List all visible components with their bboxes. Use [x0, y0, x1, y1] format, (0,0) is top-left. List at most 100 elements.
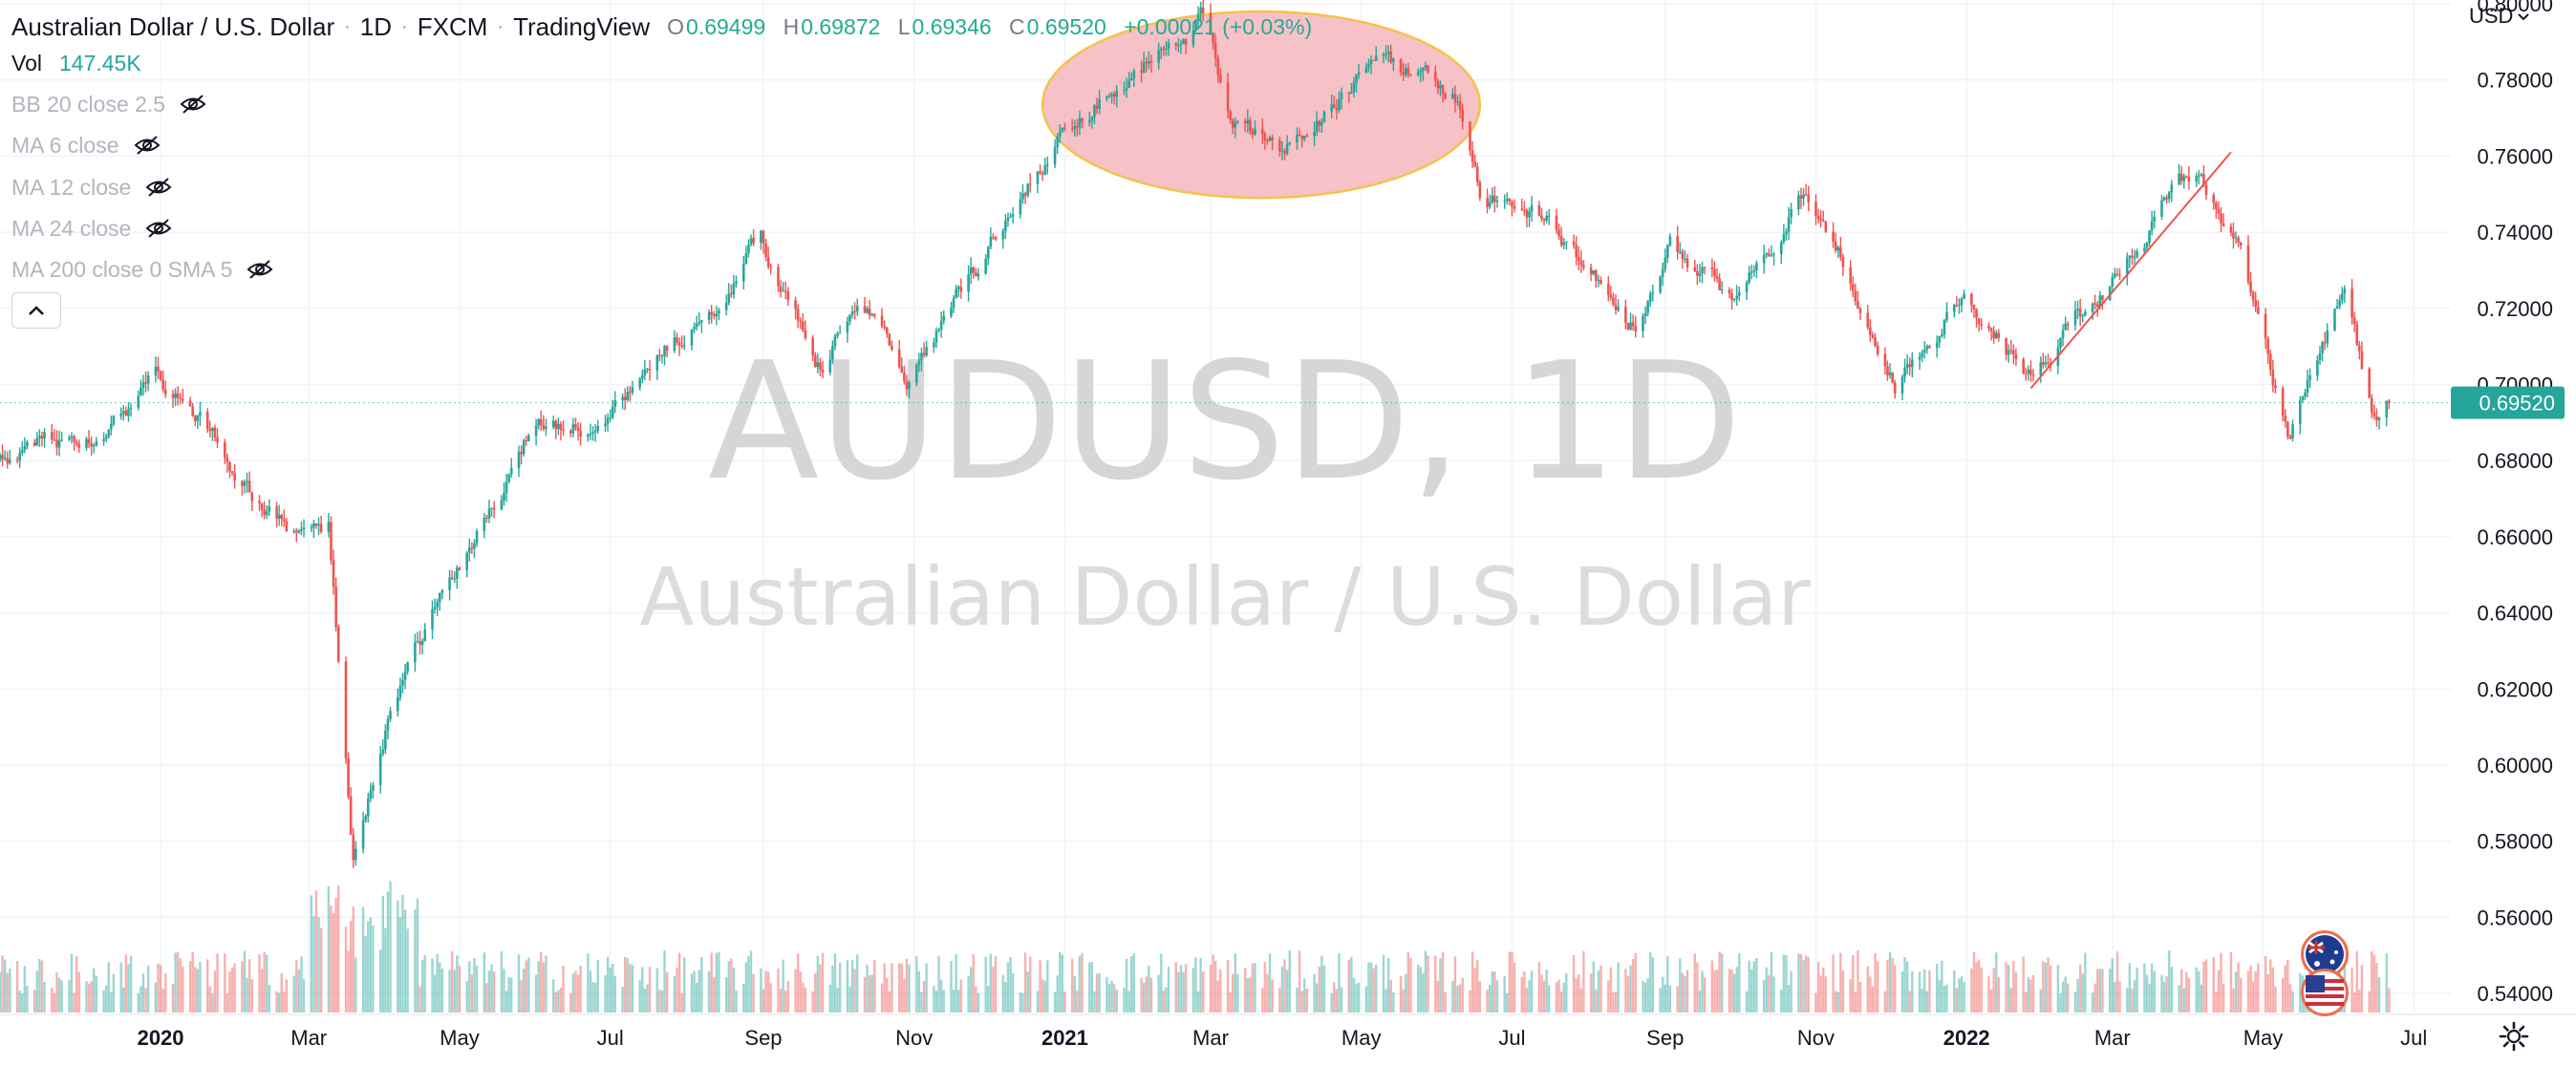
candle-body — [302, 527, 306, 530]
volume-bar — [1315, 983, 1319, 1013]
candle — [1036, 170, 1040, 194]
eye-crossed-icon[interactable] — [179, 94, 207, 115]
volume-bar — [507, 976, 510, 1013]
interval-label[interactable]: 1D — [359, 11, 393, 41]
candle — [762, 229, 765, 254]
indicator-ma24[interactable]: MA 24 close — [11, 213, 173, 244]
volume-bar — [1908, 991, 1911, 1013]
volume-bar — [2056, 965, 2060, 1013]
volume-bar — [1513, 962, 1516, 1013]
candle-body — [846, 321, 849, 333]
currency-selector[interactable]: USD — [2469, 4, 2530, 29]
volume-bar — [1955, 988, 1959, 1013]
candle-body — [813, 355, 817, 368]
volume-bar — [1127, 991, 1130, 1013]
candle — [292, 528, 295, 534]
candle — [631, 380, 634, 395]
volume-bar — [2358, 990, 2361, 1013]
candle — [2368, 367, 2371, 398]
volume-bar — [2061, 981, 2065, 1013]
volume-bar — [1149, 977, 1153, 1013]
candle — [60, 432, 63, 442]
candle — [1659, 275, 1662, 295]
candle-body — [1427, 65, 1429, 73]
volume-bar — [107, 962, 110, 1013]
volume-bar — [1063, 991, 1066, 1013]
candle-body — [2268, 353, 2272, 370]
candle-body — [1110, 94, 1113, 96]
candle-body — [188, 400, 192, 407]
candle-body — [50, 432, 54, 439]
candle-body — [2039, 362, 2043, 376]
candle-body — [416, 641, 419, 643]
candle — [1745, 280, 1749, 301]
indicator-ma6[interactable]: MA 6 close — [11, 130, 161, 160]
volume-bar — [247, 959, 251, 1013]
settings-gear-icon[interactable] — [2498, 1020, 2530, 1053]
candle — [171, 389, 175, 409]
candle-body — [119, 413, 122, 416]
volume-bar — [972, 953, 975, 1013]
volume-bar — [1666, 956, 1669, 1013]
candle — [414, 633, 417, 672]
candle — [1419, 67, 1423, 82]
candle-body — [378, 753, 382, 785]
eye-crossed-icon[interactable] — [144, 218, 173, 239]
volume-bar — [631, 965, 634, 1013]
candle — [1664, 248, 1667, 273]
candle-body — [448, 577, 451, 590]
indicator-volume[interactable]: Vol 147.45K — [11, 48, 141, 78]
volume-bar — [352, 906, 354, 1013]
indicator-bb[interactable]: BB 20 close 2.5 — [11, 89, 207, 119]
candle — [658, 349, 661, 362]
candle — [1453, 85, 1457, 113]
candle-body — [1196, 13, 1200, 21]
volume-bar — [957, 990, 960, 1013]
candle — [1475, 162, 1479, 186]
candle-body — [453, 578, 457, 580]
candle — [179, 393, 182, 405]
volume-bar — [1649, 951, 1652, 1013]
candle-body — [2249, 281, 2252, 292]
candle-body — [2229, 226, 2233, 233]
volume-bar — [1530, 970, 1534, 1013]
volume-bar — [1456, 985, 1459, 1013]
volume-bar — [1059, 951, 1062, 1013]
candle — [972, 266, 976, 279]
candle — [2078, 298, 2082, 327]
candle — [821, 360, 825, 379]
candle — [2284, 409, 2287, 428]
candle-body — [2005, 337, 2007, 355]
candle — [1609, 286, 1613, 301]
grid-lines — [0, 0, 2451, 1013]
volume-bar — [2377, 977, 2381, 1013]
chevron-up-icon — [29, 306, 44, 315]
volume-bar — [522, 969, 526, 1013]
collapse-indicators-button[interactable] — [11, 292, 61, 329]
eye-crossed-icon[interactable] — [144, 177, 173, 198]
candle-body — [2281, 388, 2285, 416]
indicator-ma200[interactable]: MA 200 close 0 SMA 5 — [11, 254, 274, 285]
volume-bar — [579, 965, 582, 1013]
eye-crossed-icon[interactable] — [133, 135, 161, 156]
candle-body — [396, 697, 399, 712]
volume-bar — [1935, 964, 1939, 1013]
volume-bar — [1434, 955, 1437, 1013]
candle — [196, 414, 200, 430]
volume-bar — [937, 955, 940, 1013]
volume-bar — [1589, 973, 1593, 1013]
candle-body — [1056, 136, 1059, 148]
us-flag-icon[interactable] — [2301, 969, 2349, 1016]
candle-body — [1399, 58, 1403, 73]
candle — [984, 254, 987, 275]
candle-body — [777, 266, 780, 287]
volume-bar — [1578, 973, 1580, 1013]
candle — [1157, 42, 1160, 70]
symbol-name[interactable]: Australian Dollar / U.S. Dollar — [11, 11, 335, 41]
indicator-ma12[interactable]: MA 12 close — [11, 172, 173, 203]
candle — [1488, 194, 1492, 209]
candle — [1367, 58, 1370, 73]
eye-crossed-icon[interactable] — [246, 259, 274, 280]
candle-body — [68, 437, 71, 440]
